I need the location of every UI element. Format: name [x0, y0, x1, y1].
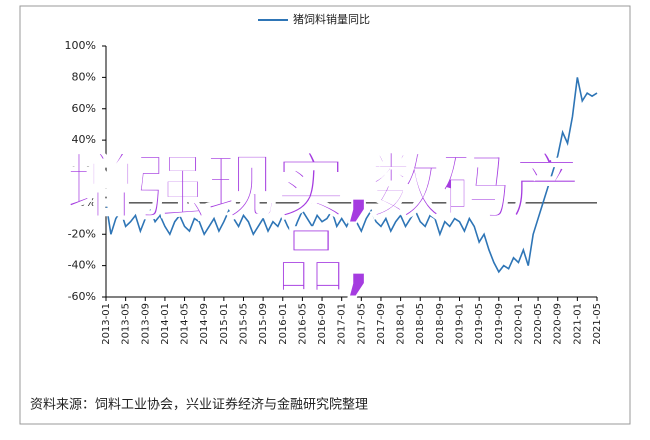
x-tick-label: 2016-01 [278, 303, 289, 345]
x-tick-label: 2015-01 [219, 303, 230, 345]
x-tick-label: 2020-05 [533, 303, 544, 345]
y-tick-label: 40% [72, 133, 96, 146]
overlay-text: 增强现实,数码产品, [64, 145, 583, 303]
y-tick-label: 80% [72, 70, 96, 83]
y-tick-label: 20% [72, 165, 96, 178]
y-tick-label: 100% [65, 39, 96, 52]
x-tick-label: 2021-05 [592, 303, 603, 345]
x-tick-label: 2017-09 [376, 303, 387, 345]
x-tick-label: 2013-09 [140, 303, 151, 345]
frame [19, 5, 631, 425]
x-tick-label: 2018-09 [435, 303, 446, 345]
x-tick-label: 2014-09 [199, 303, 210, 345]
x-tick-label: 2013-05 [121, 303, 132, 345]
x-tick-label: 2021-01 [572, 303, 583, 345]
source: 资料来源：饲料工业协会，兴业证券经济与金融研究院整理 [30, 397, 368, 413]
x-tick-label: 2020-01 [513, 303, 524, 345]
y-tick-label: -20% [68, 227, 96, 240]
y-tick-label: 60% [72, 102, 96, 115]
x-tick-label: 2015-09 [258, 303, 269, 345]
line [105, 77, 598, 274]
x-tick-label: 2018-01 [396, 303, 407, 345]
x-tick-label: 2014-05 [180, 303, 191, 345]
x-tick-label: 2018-05 [415, 303, 426, 345]
x-tick-label: 2013-01 [101, 303, 112, 345]
x-tick-label: 2019-05 [474, 303, 485, 345]
x-tick-label: 2017-01 [337, 303, 348, 345]
x-tick-label: 2017-05 [356, 303, 367, 345]
legend-label: 猪饲料销量同比 [293, 12, 370, 26]
y-tick-label: -60% [68, 290, 96, 303]
y-tick-label: 0% [79, 196, 96, 209]
x-tick-label: 2016-05 [297, 303, 308, 345]
x-tick-label: 2019-01 [455, 303, 466, 345]
x-tick-label: 2014-01 [160, 303, 171, 345]
x-tick-label: 2016-09 [317, 303, 328, 345]
x-tick-label: 2015-05 [238, 303, 249, 345]
y-tick-label: -40% [68, 259, 96, 272]
x-tick-label: 2019-09 [494, 303, 505, 345]
x-tick-label: 2020-09 [553, 303, 564, 345]
